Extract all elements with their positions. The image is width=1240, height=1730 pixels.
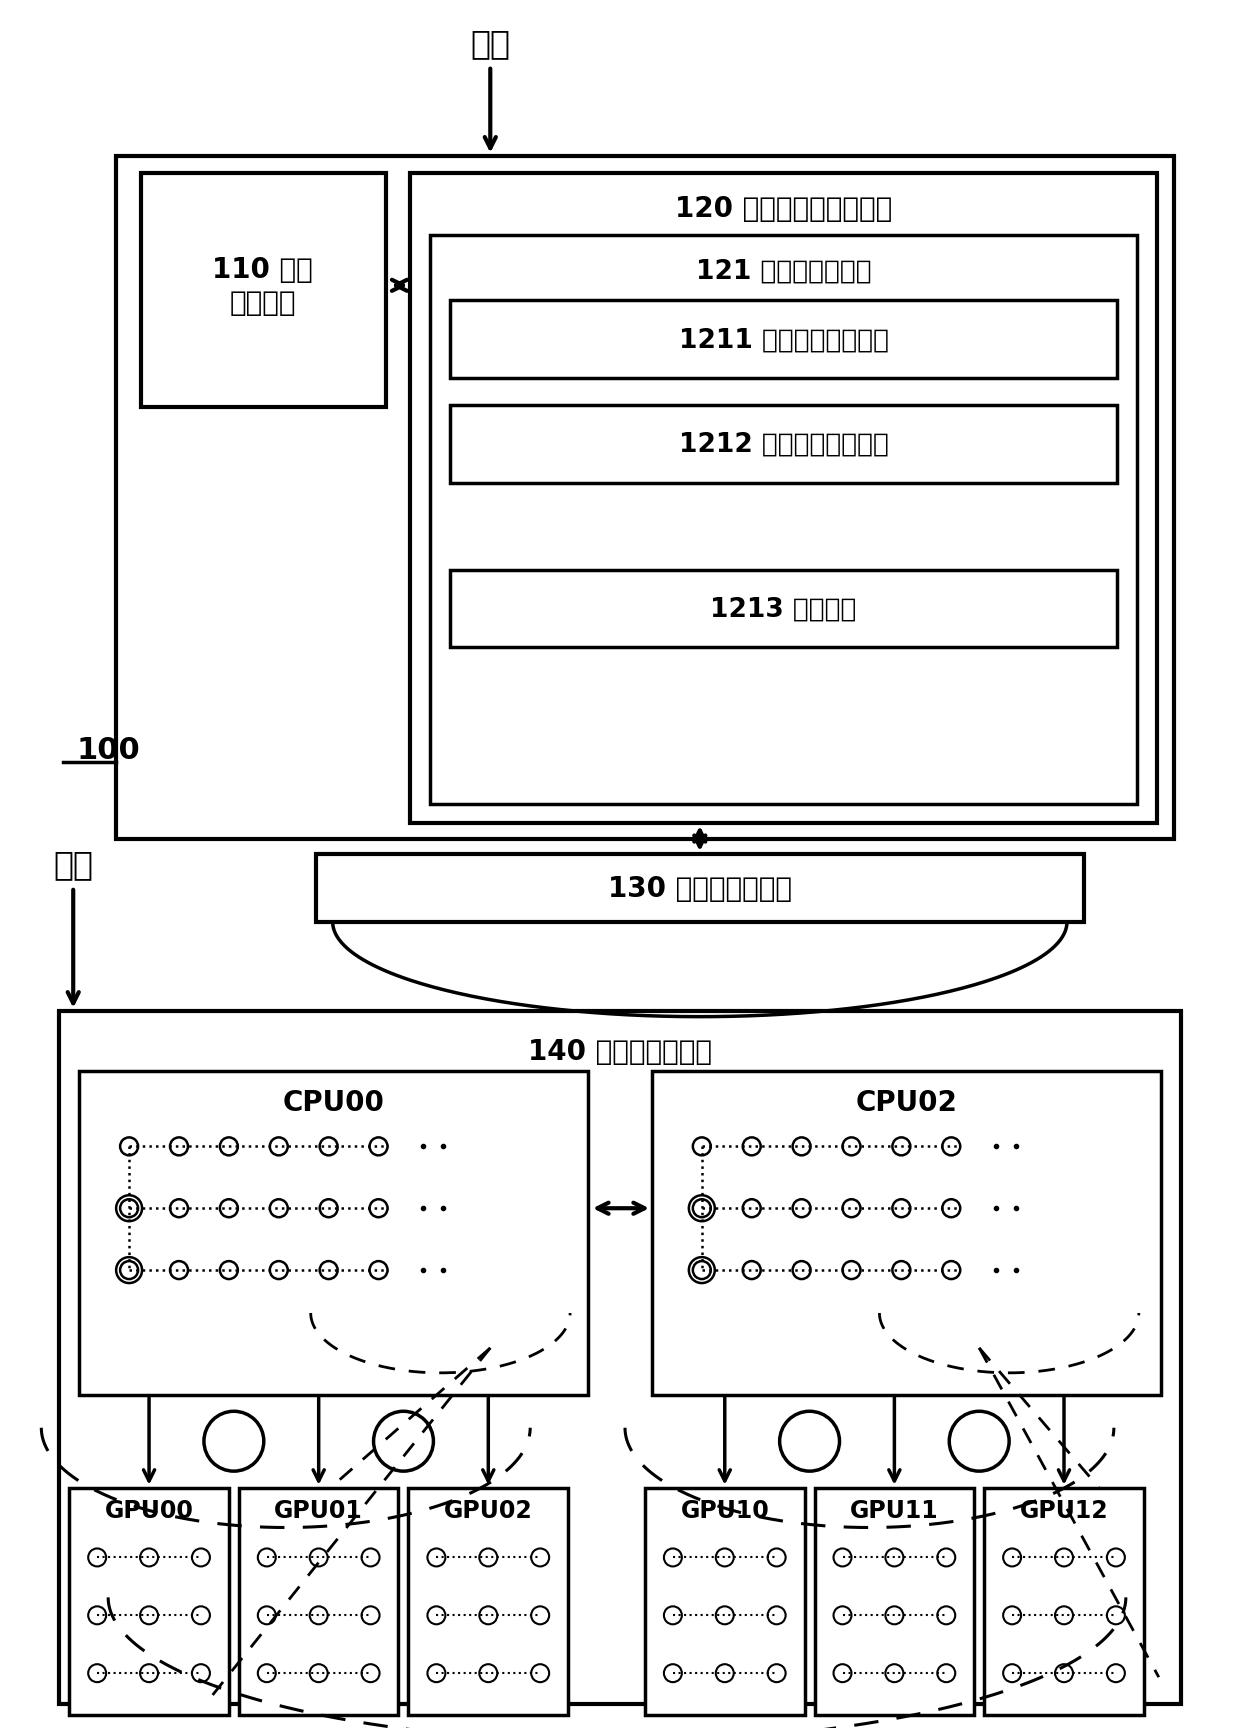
Bar (815, 1488, 975, 1714)
Bar (450, 407, 1117, 484)
Bar (141, 173, 386, 408)
Text: 作业: 作业 (470, 28, 511, 61)
Bar (69, 1488, 229, 1714)
Text: GPU01: GPU01 (274, 1498, 363, 1522)
Text: 121 拓扑图优化组件: 121 拓扑图优化组件 (696, 258, 872, 284)
Bar (408, 1488, 568, 1714)
Text: GPU00: GPU00 (104, 1498, 193, 1522)
Text: 130 执行体创建组件: 130 执行体创建组件 (608, 874, 792, 903)
Text: 110 作业
描述组件: 110 作业 描述组件 (212, 256, 314, 317)
Text: CPU02: CPU02 (856, 1088, 957, 1118)
Bar (652, 1071, 1161, 1394)
Text: GPU02: GPU02 (444, 1498, 533, 1522)
Bar (450, 571, 1117, 649)
Bar (79, 1071, 588, 1394)
Text: 1212 堵塞节点消除单元: 1212 堵塞节点消除单元 (678, 432, 889, 458)
Text: 120 任务拓扑图生成组件: 120 任务拓扑图生成组件 (675, 195, 893, 223)
Bar (117, 156, 1174, 839)
Text: 数据: 数据 (53, 848, 93, 881)
Bar (645, 1488, 805, 1714)
Text: 1213 其它单元: 1213 其它单元 (711, 597, 857, 623)
Text: 100: 100 (76, 735, 140, 765)
Bar (450, 301, 1117, 379)
Bar (316, 855, 1084, 922)
Text: 140 执行体网络组件: 140 执行体网络组件 (528, 1036, 712, 1066)
Bar (430, 237, 1137, 804)
Text: GPU12: GPU12 (1019, 1498, 1109, 1522)
Text: GPU10: GPU10 (681, 1498, 769, 1522)
Text: 1211 冗余节点消除单元: 1211 冗余节点消除单元 (678, 327, 889, 353)
Bar (239, 1488, 398, 1714)
Bar (60, 1010, 1180, 1704)
Bar (410, 173, 1157, 823)
Text: CPU00: CPU00 (283, 1088, 384, 1118)
Text: GPU11: GPU11 (851, 1498, 939, 1522)
Bar (985, 1488, 1143, 1714)
